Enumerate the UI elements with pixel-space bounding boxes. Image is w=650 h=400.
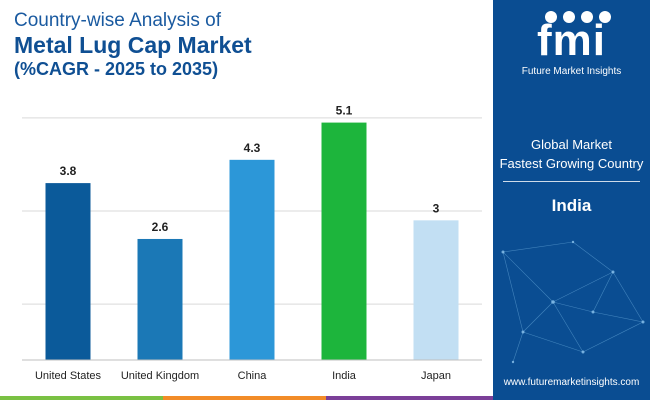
logo-dot-icon <box>599 11 611 23</box>
bar <box>413 220 459 360</box>
x-tick-label: Japan <box>421 370 451 382</box>
bar-chart: 3.8 United States 2.6 United Kingdom 4.3 Chin… <box>22 104 482 382</box>
panel-label-global: Global Market <box>531 137 612 152</box>
logo-icons <box>541 10 621 26</box>
chart-title: Country-wise Analysis of Metal Lug Cap M… <box>14 9 252 80</box>
title-line-1: Country-wise Analysis of <box>14 10 221 31</box>
x-tick-label: China <box>238 370 268 382</box>
bottom-accent-bar <box>0 396 650 400</box>
info-panel: fmi Future Market Insights Global Market… <box>493 0 650 400</box>
accent-blue <box>493 396 650 400</box>
accent-green <box>0 396 163 400</box>
accent-orange <box>163 396 326 400</box>
bar <box>45 183 91 360</box>
logo-mark: fmi <box>537 16 606 65</box>
title-line-2: Metal Lug Cap Market <box>14 32 252 58</box>
x-tick-label: United States <box>35 370 102 382</box>
website-url: www.futuremarketinsights.com <box>503 377 640 388</box>
bar <box>137 238 183 360</box>
fastest-country: India <box>551 196 592 215</box>
data-label: 3.8 <box>60 164 77 178</box>
x-tick-label: India <box>332 370 357 382</box>
accent-purple <box>326 396 493 400</box>
title-line-3: (%CAGR - 2025 to 2035) <box>14 59 219 79</box>
network-decoration <box>501 240 645 364</box>
data-label: 3 <box>433 201 440 215</box>
x-tick-label: United Kingdom <box>121 370 199 382</box>
panel-divider <box>503 181 640 182</box>
data-label: 2.6 <box>152 220 169 234</box>
data-label: 5.1 <box>336 104 353 118</box>
logo-dot-icon <box>581 11 593 23</box>
bar <box>321 122 367 360</box>
panel-label-fastest: Fastest Growing Country <box>499 156 644 171</box>
logo-dot-icon <box>545 11 557 23</box>
bar <box>229 159 275 360</box>
logo-subtitle: Future Market Insights <box>521 66 622 77</box>
data-label: 4.3 <box>244 141 261 155</box>
fmi-logo: fmi Future Market Insights <box>493 8 650 77</box>
logo-dot-icon <box>563 11 575 23</box>
